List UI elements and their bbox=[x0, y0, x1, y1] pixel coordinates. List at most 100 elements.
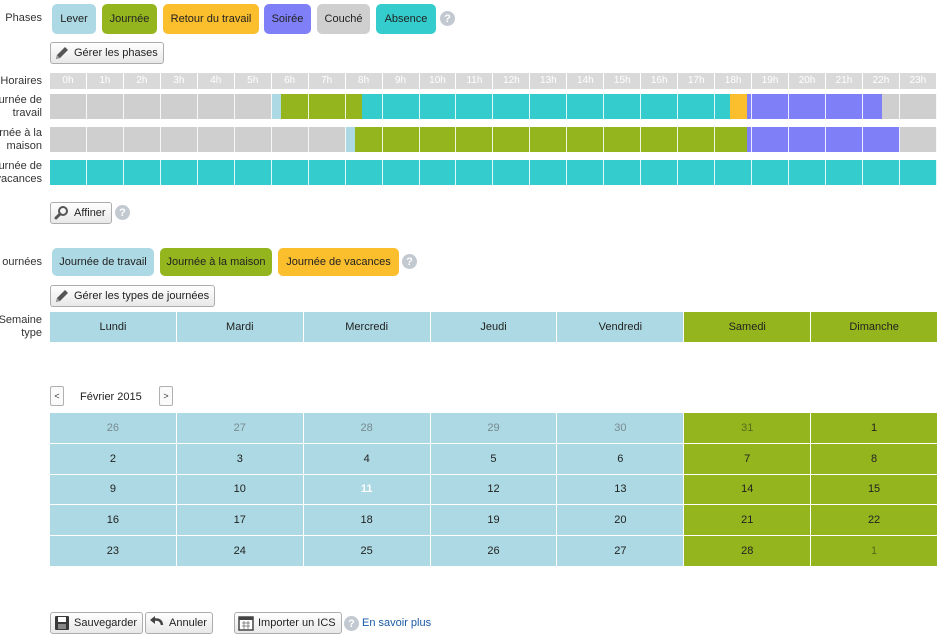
import-ics-label: Importer un ICS bbox=[258, 617, 336, 629]
timeline-segment-journee[interactable] bbox=[354, 127, 747, 152]
timeline-segment-couche[interactable] bbox=[50, 94, 272, 119]
save-button[interactable]: Sauvegarder bbox=[50, 612, 143, 634]
help-icon[interactable]: ? bbox=[440, 11, 455, 26]
pencil-icon bbox=[56, 290, 68, 302]
calendar-day[interactable]: 16 bbox=[50, 505, 177, 537]
timeline-segment-retour[interactable] bbox=[730, 94, 747, 119]
month-title: Février 2015 bbox=[80, 391, 142, 403]
import-ics-button[interactable]: Importer un ICS bbox=[234, 612, 342, 634]
manage-phases-button[interactable]: Gérer les phases bbox=[50, 42, 164, 64]
semaine-type-label: Semaine type bbox=[0, 314, 42, 339]
phase-retour-button[interactable]: Retour du travail bbox=[163, 4, 259, 34]
calendar-day[interactable]: 27 bbox=[176, 413, 304, 444]
calendar-day[interactable]: 26 bbox=[50, 413, 177, 444]
calendar-day[interactable]: 23 bbox=[50, 536, 177, 567]
timeline-segment-couche[interactable] bbox=[900, 127, 937, 152]
timeline-segment-absence[interactable] bbox=[362, 94, 731, 119]
hour-label: 23h bbox=[899, 73, 937, 89]
timeline-travail[interactable] bbox=[50, 94, 937, 119]
calendar-day[interactable]: 28 bbox=[303, 413, 431, 444]
timeline-segment-couche[interactable] bbox=[881, 94, 937, 119]
calendar-day[interactable]: 19 bbox=[430, 505, 558, 537]
daytype-vacances-button[interactable]: Journée de vacances bbox=[278, 248, 399, 276]
timeline-label-travail: urnée de travail bbox=[0, 94, 42, 119]
phase-lever-button[interactable]: Lever bbox=[52, 4, 96, 34]
hour-label: 20h bbox=[789, 73, 827, 89]
hour-label: 4h bbox=[197, 73, 235, 89]
calendar-day[interactable]: 28 bbox=[684, 536, 812, 567]
calendar-day[interactable]: 7 bbox=[684, 443, 812, 475]
hours-header: 0h 1h 2h 3h 4h 5h 6h 7h 8h 9h 10h 11h 12h 13h 14h 15h 16… bbox=[50, 73, 937, 89]
calendar-day[interactable]: 2 bbox=[50, 443, 177, 475]
learn-more-link[interactable]: En savoir plus bbox=[362, 617, 432, 629]
horaires-label: Horaires bbox=[0, 75, 42, 87]
calendar-day[interactable]: 3 bbox=[176, 443, 304, 475]
weekday-cell[interactable]: Lundi bbox=[50, 312, 177, 342]
calendar-icon bbox=[238, 616, 254, 631]
hour-label: 9h bbox=[382, 73, 420, 89]
hour-label: 7h bbox=[308, 73, 346, 89]
calendar-day[interactable]: 13 bbox=[557, 474, 685, 506]
calendar-day[interactable]: 17 bbox=[176, 505, 304, 537]
save-label: Sauvegarder bbox=[74, 617, 137, 629]
phase-journee-button[interactable]: Journée bbox=[102, 4, 157, 34]
timeline-label-maison: rnée à la maison bbox=[0, 127, 42, 152]
calendar-day[interactable]: 4 bbox=[303, 443, 431, 475]
calendar-day[interactable]: 11 bbox=[303, 474, 431, 506]
hour-label: 12h bbox=[493, 73, 531, 89]
phase-absence-button[interactable]: Absence bbox=[376, 4, 436, 34]
calendar-day[interactable]: 21 bbox=[684, 505, 812, 537]
help-icon[interactable]: ? bbox=[344, 616, 359, 631]
weekday-cell[interactable]: Mardi bbox=[176, 312, 304, 342]
calendar-day[interactable]: 8 bbox=[811, 443, 938, 475]
timeline-segment-lever[interactable] bbox=[345, 127, 355, 152]
month-calendar: 26 27 28 29 30 31 1 2 3 4 5 6 7 8 9 10 11 12 13 14 15 16 17 18 1… bbox=[50, 413, 938, 567]
timeline-segment-journee[interactable] bbox=[280, 94, 363, 119]
prev-month-button[interactable]: < bbox=[50, 386, 64, 406]
calendar-day[interactable]: 1 bbox=[811, 413, 938, 444]
phase-couche-button[interactable]: Couché bbox=[317, 4, 370, 34]
calendar-day[interactable]: 29 bbox=[430, 413, 558, 444]
calendar-day[interactable]: 15 bbox=[811, 474, 938, 506]
weekday-cell[interactable]: Jeudi bbox=[430, 312, 558, 342]
calendar-day[interactable]: 12 bbox=[430, 474, 558, 506]
hour-label: 18h bbox=[715, 73, 753, 89]
timeline-segment-absence[interactable] bbox=[50, 160, 937, 185]
calendar-day[interactable]: 24 bbox=[176, 536, 304, 567]
calendar-day[interactable]: 20 bbox=[557, 505, 685, 537]
calendar-day[interactable]: 25 bbox=[303, 536, 431, 567]
next-month-button[interactable]: > bbox=[159, 386, 173, 406]
calendar-day[interactable]: 27 bbox=[557, 536, 685, 567]
help-icon[interactable]: ? bbox=[402, 254, 417, 269]
timeline-vacances[interactable] bbox=[50, 160, 937, 185]
manage-daytypes-button[interactable]: Gérer les types de journées bbox=[50, 285, 216, 307]
timeline-segment-couche[interactable] bbox=[50, 127, 346, 152]
timeline-segment-soiree[interactable] bbox=[746, 94, 882, 119]
affiner-button[interactable]: Affiner bbox=[50, 202, 112, 224]
daytype-travail-button[interactable]: Journée de travail bbox=[52, 248, 154, 276]
phase-soiree-button[interactable]: Soirée bbox=[264, 4, 311, 34]
calendar-day[interactable]: 5 bbox=[430, 443, 558, 475]
calendar-day[interactable]: 10 bbox=[176, 474, 304, 506]
calendar-day[interactable]: 26 bbox=[430, 536, 558, 567]
timeline-segment-lever[interactable] bbox=[271, 94, 281, 119]
calendar-day[interactable]: 1 bbox=[811, 536, 938, 567]
calendar-day[interactable]: 30 bbox=[557, 413, 685, 444]
calendar-day[interactable]: 14 bbox=[684, 474, 812, 506]
calendar-day[interactable]: 6 bbox=[557, 443, 685, 475]
hour-label: 11h bbox=[456, 73, 494, 89]
cancel-button[interactable]: Annuler bbox=[145, 612, 213, 634]
weekday-cell[interactable]: Mercredi bbox=[303, 312, 431, 342]
calendar-day[interactable]: 9 bbox=[50, 474, 177, 506]
weekday-cell[interactable]: Samedi bbox=[684, 312, 812, 342]
weekday-cell[interactable]: Dimanche bbox=[811, 312, 939, 342]
calendar-day[interactable]: 31 bbox=[684, 413, 812, 444]
daytype-maison-button[interactable]: Journée à la maison bbox=[160, 248, 272, 276]
weekday-cell[interactable]: Vendredi bbox=[557, 312, 685, 342]
timeline-maison[interactable] bbox=[50, 127, 937, 152]
help-icon[interactable]: ? bbox=[115, 205, 130, 220]
timeline-segment-soiree[interactable] bbox=[746, 127, 901, 152]
calendar-day[interactable]: 22 bbox=[811, 505, 938, 537]
timeline-label-vacances: urnée de vacances bbox=[0, 160, 42, 185]
calendar-day[interactable]: 18 bbox=[303, 505, 431, 537]
